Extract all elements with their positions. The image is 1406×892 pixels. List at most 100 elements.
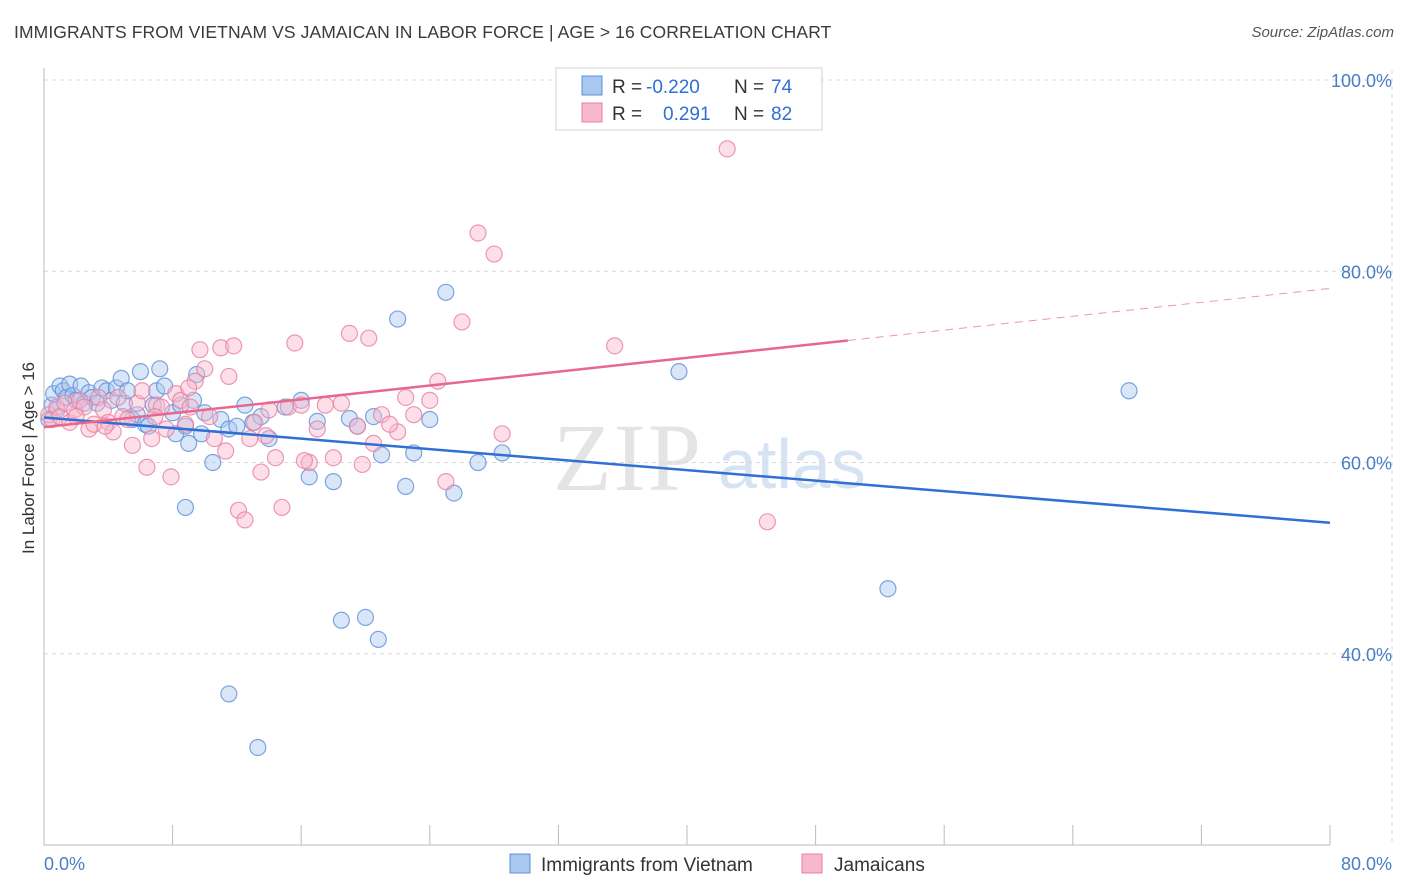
legend-n-value-1: 74 [771, 77, 793, 98]
point-jamaicans-66 [453, 313, 471, 331]
trend-line-jamaicans [43, 339, 848, 429]
point-jamaicans-64 [429, 372, 447, 390]
point-vietnam-40 [204, 453, 222, 472]
point-jamaicans-36 [212, 339, 230, 357]
point-vietnam-29 [151, 360, 169, 378]
point-jamaicans-71 [718, 140, 736, 158]
point-jamaicans-6 [65, 401, 84, 419]
point-jamaicans-38 [225, 337, 243, 355]
x-tick-label-end: 80.0% [1341, 854, 1392, 874]
point-jamaicans-40 [236, 511, 254, 529]
tick-labels: 40.0% 60.0% 80.0% 100.0% 0.0% 80.0% [44, 71, 1392, 874]
point-jamaicans-15 [109, 388, 127, 407]
point-vietnam-52 [324, 473, 342, 491]
point-vietnam-67 [1120, 382, 1138, 400]
point-vietnam-58 [397, 477, 415, 496]
point-jamaicans-80 [381, 415, 399, 433]
legend-r-value-2: 0.291 [663, 104, 711, 125]
bottom-legend-label-jamaicans: Jamaicans [834, 855, 925, 876]
point-jamaicans-22 [143, 429, 161, 448]
point-vietnam-70 [356, 608, 375, 627]
point-jamaicans-65 [437, 473, 455, 491]
point-jamaicans-49 [292, 396, 310, 414]
point-jamaicans-56 [348, 417, 367, 435]
point-jamaicans-33 [196, 360, 214, 378]
watermark-zip: ZIP [553, 404, 703, 511]
point-jamaicans-67 [469, 224, 487, 242]
point-vietnam-66 [879, 580, 897, 598]
trend-line-jamaicans-projection [847, 287, 1331, 341]
point-jamaicans-21 [138, 458, 156, 476]
y-tick-label-100: 100.0% [1331, 71, 1392, 91]
point-jamaicans-54 [332, 394, 350, 412]
svg-text:R = -0.220 N =: R = -0.220 N = 74 [612, 77, 793, 98]
chart-source: Source: ZipAtlas.com [1251, 24, 1394, 41]
point-jamaicans-53 [324, 449, 342, 467]
point-vietnam-24 [131, 363, 150, 381]
point-jamaicans-48 [286, 334, 304, 352]
point-jamaicans-39 [229, 501, 248, 519]
point-vietnam-68 [176, 498, 195, 517]
point-jamaicans-4 [56, 394, 74, 412]
legend-r-value-1: -0.220 [646, 77, 700, 98]
point-jamaicans-57 [353, 455, 371, 474]
point-jamaicans-69 [493, 425, 511, 443]
bottom-legend-swatch-jamaicans [801, 853, 823, 874]
point-vietnam-72 [220, 685, 238, 703]
x-tick-label-start: 0.0% [44, 854, 85, 874]
point-jamaicans-52 [316, 396, 334, 414]
svg-text:R = 0.291 N =: R = 0.291 N = 82 [612, 104, 792, 125]
point-vietnam-69 [332, 611, 350, 629]
watermark-atlas: atlas [718, 425, 866, 503]
trend-lines [43, 287, 1331, 524]
point-jamaicans-2 [48, 398, 66, 416]
point-jamaicans-81 [397, 388, 415, 407]
y-tick-label-80: 80.0% [1341, 262, 1392, 282]
point-jamaicans-72 [758, 513, 776, 531]
point-vietnam-61 [437, 283, 455, 301]
point-jamaicans-63 [421, 391, 439, 409]
point-jamaicans-26 [162, 468, 180, 486]
point-vietnam-65 [670, 363, 688, 381]
point-vietnam-35 [180, 434, 198, 452]
point-vietnam-71 [369, 630, 387, 649]
y-tick-label-60: 60.0% [1341, 454, 1392, 474]
point-vietnam-15 [93, 379, 111, 397]
point-vietnam-57 [389, 310, 407, 328]
bottom-legend-swatch-vietnam [509, 853, 531, 874]
point-jamaicans-70 [606, 337, 624, 355]
point-vietnam-28 [147, 382, 166, 400]
legend-n-value-2: 82 [771, 104, 792, 125]
chart-title: IMMIGRANTS FROM VIETNAM VS JAMAICAN IN L… [14, 22, 832, 42]
point-jamaicans-46 [273, 498, 291, 517]
point-jamaicans-55 [340, 324, 359, 343]
point-jamaicans-42 [245, 413, 264, 431]
point-jamaicans-76 [180, 379, 198, 397]
point-jamaicans-68 [485, 245, 503, 263]
point-jamaicans-51 [308, 420, 326, 438]
point-jamaicans-43 [252, 463, 270, 481]
bottom-legend: Immigrants from Vietnam Jamaicans [509, 853, 925, 876]
point-jamaicans-18 [123, 436, 142, 454]
point-jamaicans-62 [405, 406, 423, 424]
legend: R = -0.220 N = 74 R = 0.291 N = 82 [555, 67, 823, 131]
legend-swatch-vietnam [581, 75, 603, 96]
point-jamaicans-58 [360, 329, 378, 347]
trend-line-vietnam [43, 416, 1331, 524]
point-vietnam-60 [421, 410, 439, 429]
point-jamaicans-77 [217, 442, 235, 460]
point-vietnam-64 [493, 444, 511, 462]
point-jamaicans-79 [295, 451, 314, 470]
legend-n-label-1: N = [734, 77, 769, 98]
legend-r-label-2: R = [612, 104, 647, 125]
point-jamaicans-47 [279, 398, 297, 416]
point-jamaicans-20 [133, 382, 151, 400]
point-vietnam-73 [249, 738, 267, 757]
point-jamaicans-32 [191, 341, 209, 359]
point-vietnam-21 [118, 382, 137, 400]
legend-n-label-2: N = [734, 104, 769, 125]
point-jamaicans-37 [220, 367, 238, 386]
point-jamaicans-31 [186, 372, 204, 390]
y-tick-label-40: 40.0% [1341, 645, 1392, 665]
